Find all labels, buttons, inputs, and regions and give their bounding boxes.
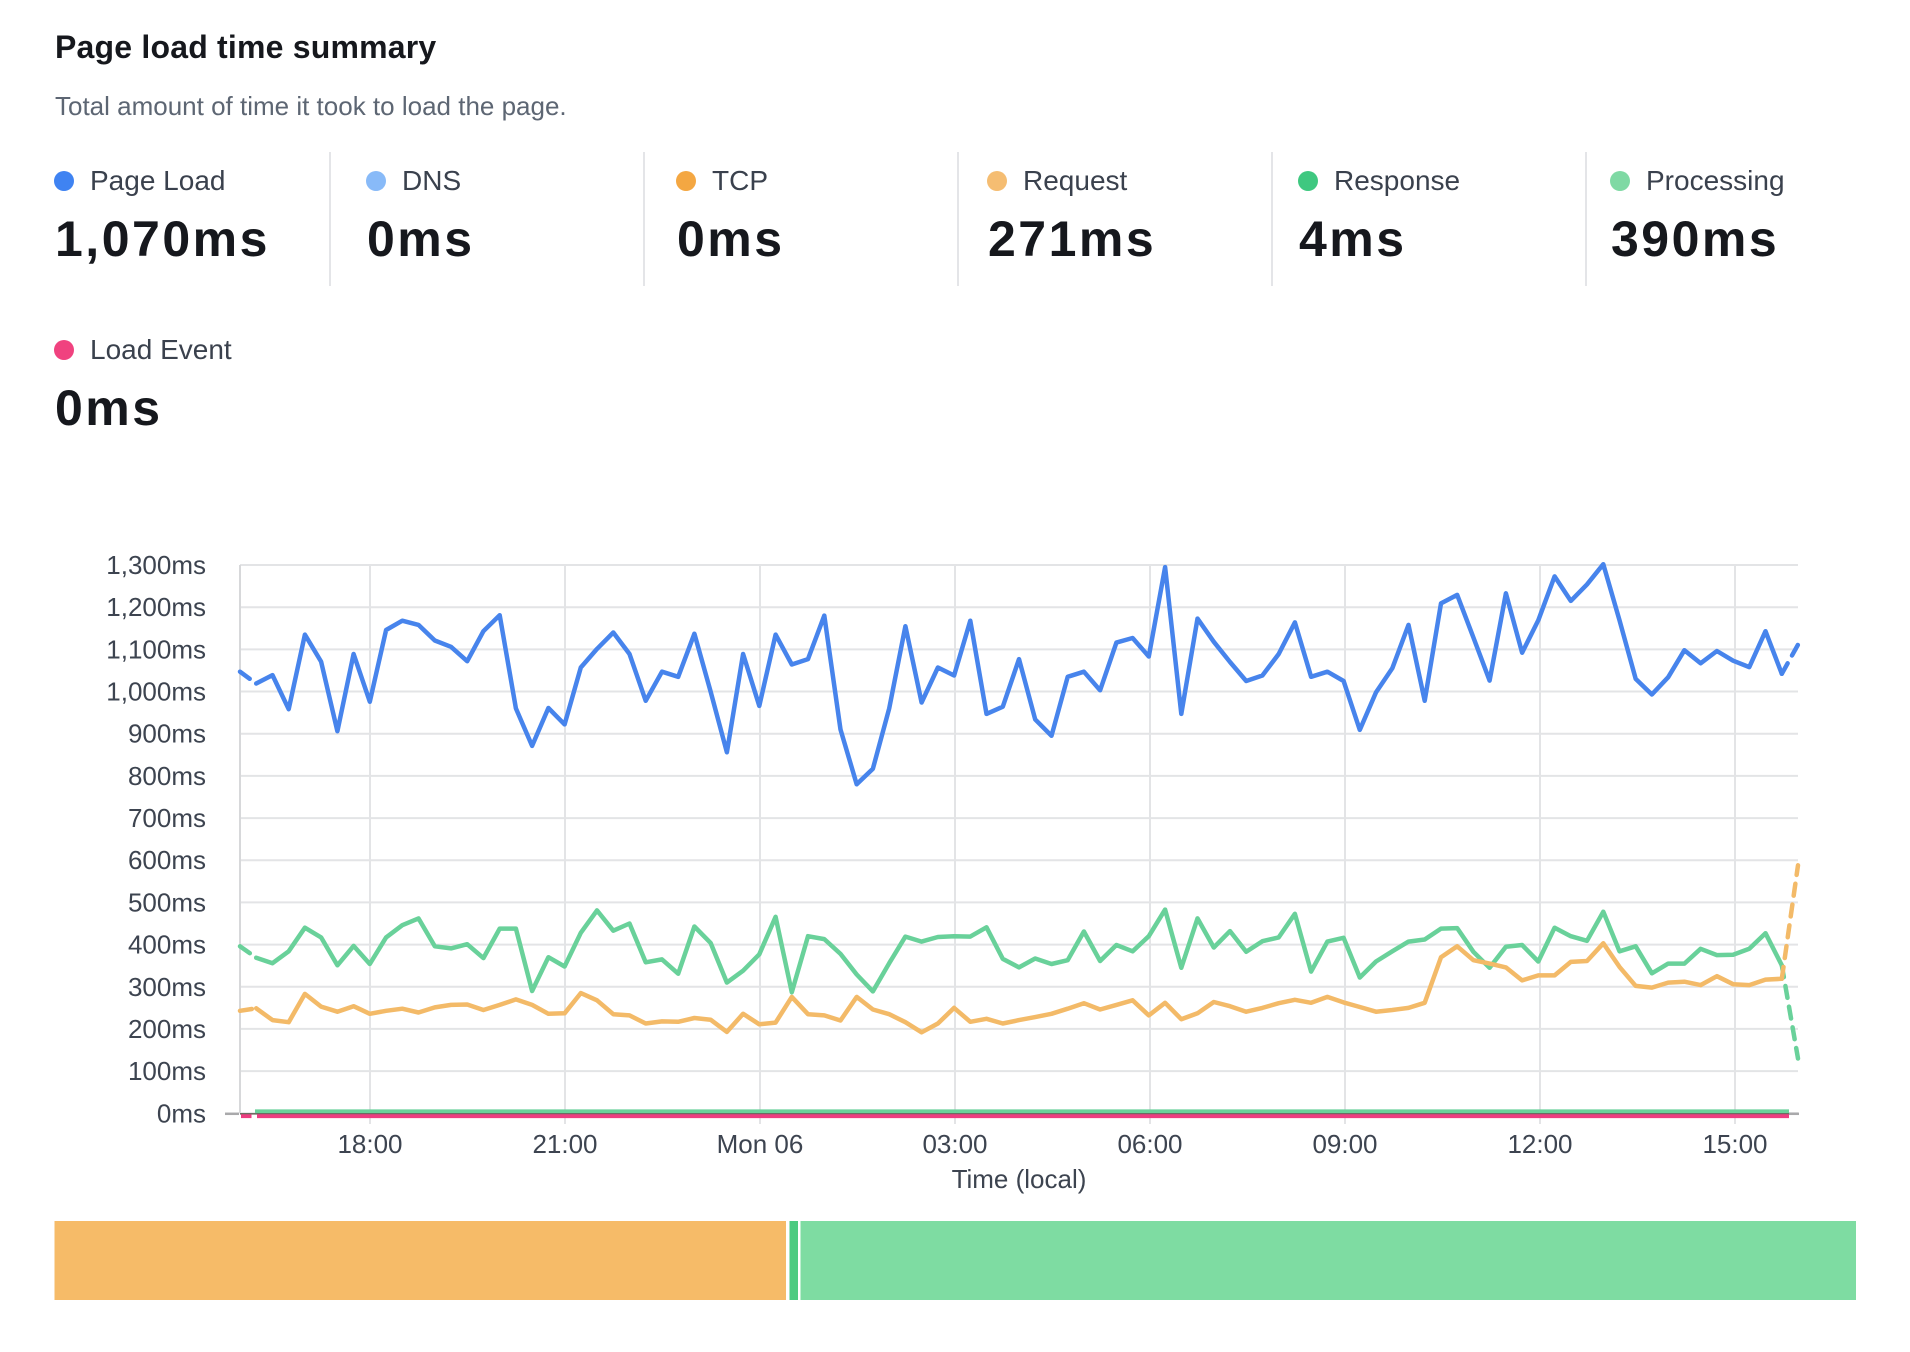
svg-text:Time (local): Time (local) [952, 1164, 1087, 1194]
svg-text:15:00: 15:00 [1702, 1129, 1767, 1159]
svg-text:100ms: 100ms [128, 1056, 206, 1086]
svg-text:800ms: 800ms [128, 761, 206, 791]
svg-text:1,300ms: 1,300ms [106, 550, 206, 580]
svg-text:300ms: 300ms [128, 972, 206, 1002]
svg-text:09:00: 09:00 [1312, 1129, 1377, 1159]
svg-text:200ms: 200ms [128, 1014, 206, 1044]
svg-text:18:00: 18:00 [337, 1129, 402, 1159]
svg-text:21:00: 21:00 [532, 1129, 597, 1159]
svg-text:1,000ms: 1,000ms [106, 677, 206, 707]
svg-text:1,200ms: 1,200ms [106, 592, 206, 622]
svg-text:12:00: 12:00 [1507, 1129, 1572, 1159]
svg-text:0ms: 0ms [157, 1098, 206, 1128]
svg-text:700ms: 700ms [128, 803, 206, 833]
svg-text:600ms: 600ms [128, 845, 206, 875]
svg-text:400ms: 400ms [128, 930, 206, 960]
svg-text:900ms: 900ms [128, 719, 206, 749]
svg-text:Mon 06: Mon 06 [717, 1129, 804, 1159]
svg-text:06:00: 06:00 [1117, 1129, 1182, 1159]
svg-text:03:00: 03:00 [922, 1129, 987, 1159]
svg-text:500ms: 500ms [128, 887, 206, 917]
svg-text:1,100ms: 1,100ms [106, 634, 206, 664]
